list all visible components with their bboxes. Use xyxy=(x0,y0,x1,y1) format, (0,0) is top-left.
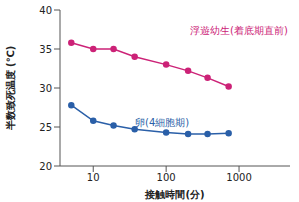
svg-text:半数致死温度 (℃): 半数致死温度 (℃) xyxy=(8,46,16,132)
svg-text:接触時間(分): 接触時間(分) xyxy=(144,189,204,200)
svg-text:1000: 1000 xyxy=(226,172,251,183)
svg-text:25: 25 xyxy=(39,122,52,133)
svg-text:35: 35 xyxy=(39,44,52,55)
svg-text:30: 30 xyxy=(39,83,52,94)
html-text:浮遊幼生(着底期直前): 浮遊幼生(着底期直前) xyxy=(190,25,288,36)
html-text:卵(4細胞期): 卵(4細胞期) xyxy=(135,117,190,128)
svg-text:20: 20 xyxy=(39,161,52,172)
svg-text:40: 40 xyxy=(39,5,52,16)
svg-text:100: 100 xyxy=(157,172,176,183)
svg-text:10: 10 xyxy=(87,172,100,183)
